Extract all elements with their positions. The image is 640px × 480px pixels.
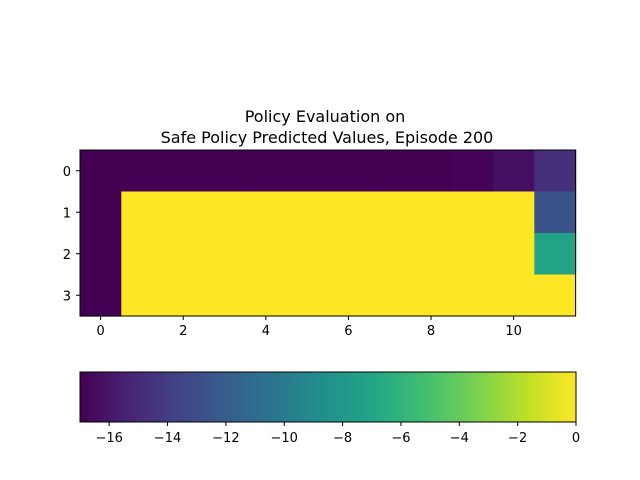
heatmap-cell-r2-c1 <box>121 233 164 276</box>
colorbar-tick-label: −4 <box>450 431 469 446</box>
heatmap-cell-r0-c6 <box>327 150 370 193</box>
heatmap-cell-r1-c8 <box>410 191 453 234</box>
heatmap-cell-r3-c11 <box>534 274 577 317</box>
heatmap-cell-r2-c10 <box>493 233 535 276</box>
heatmap-cell-r3-c0 <box>80 274 122 317</box>
heatmap-cell-r3-c1 <box>121 274 164 317</box>
colorbar-axis: −16 −14 −12 −10 −8 −6 −4 −2 0 <box>95 422 580 446</box>
heatmap-cell-r2-c4 <box>245 233 288 276</box>
x-tick-label: 8 <box>427 324 435 339</box>
heatmap-cell-r0-c10 <box>493 150 535 193</box>
heatmap-cell-r0-c8 <box>410 150 453 193</box>
colorbar-tick-label: −16 <box>95 431 122 446</box>
colorbar-tick-label: −14 <box>154 431 181 446</box>
chart-title-line-2: Safe Policy Predicted Values, Episode 20… <box>161 128 494 147</box>
y-tick-label: 2 <box>63 248 71 263</box>
colorbar-tick-label: −10 <box>271 431 298 446</box>
colorbar-tick-label: −2 <box>508 431 527 446</box>
heatmap-cell-r2-c11 <box>534 233 577 276</box>
heatmap-cell-r2-c8 <box>410 233 453 276</box>
heatmap-cells <box>80 150 577 317</box>
heatmap-cell-r0-c2 <box>162 150 205 193</box>
colorbar-tick-label: −8 <box>333 431 352 446</box>
heatmap-cell-r3-c8 <box>410 274 453 317</box>
heatmap-y-axis: 0 1 2 3 <box>63 165 80 304</box>
heatmap-cell-r0-c11 <box>534 150 577 193</box>
heatmap-cell-r1-c5 <box>286 191 329 234</box>
colorbar-tick-label: 0 <box>572 431 580 446</box>
heatmap-cell-r0-c7 <box>369 150 411 193</box>
x-tick-label: 4 <box>262 324 270 339</box>
heatmap-cell-r2-c2 <box>162 233 205 276</box>
heatmap-cell-r1-c9 <box>451 191 494 234</box>
heatmap-cell-r0-c9 <box>451 150 494 193</box>
heatmap-cell-r3-c4 <box>245 274 288 317</box>
heatmap-cell-r1-c6 <box>327 191 370 234</box>
colorbar-frame <box>79 371 577 423</box>
heatmap-cell-r3-c10 <box>493 274 535 317</box>
heatmap-cell-r3-c3 <box>203 274 246 317</box>
heatmap-cell-r3-c6 <box>327 274 370 317</box>
heatmap-cell-r3-c2 <box>162 274 205 317</box>
y-tick-label: 3 <box>63 289 71 304</box>
heatmap-cell-r3-c5 <box>286 274 329 317</box>
heatmap-cell-r1-c7 <box>369 191 411 234</box>
heatmap-cell-r3-c7 <box>369 274 411 317</box>
heatmap-cell-r0-c4 <box>245 150 288 193</box>
heatmap-cell-r1-c11 <box>534 191 577 234</box>
heatmap-cell-r2-c9 <box>451 233 494 276</box>
colorbar-tick-label: −6 <box>391 431 410 446</box>
heatmap-cell-r3-c9 <box>451 274 494 317</box>
y-tick-label: 0 <box>63 165 71 180</box>
x-tick-label: 0 <box>97 324 105 339</box>
x-tick-label: 10 <box>505 324 522 339</box>
heatmap-cell-r2-c3 <box>203 233 246 276</box>
heatmap-cell-r1-c3 <box>203 191 246 234</box>
y-tick-label: 1 <box>63 206 71 221</box>
heatmap-cell-r1-c2 <box>162 191 205 234</box>
x-tick-label: 2 <box>179 324 187 339</box>
x-tick-label: 6 <box>344 324 352 339</box>
heatmap-cell-r2-c0 <box>80 233 122 276</box>
heatmap-cell-r0-c0 <box>80 150 122 193</box>
heatmap-x-axis: 0 2 4 6 8 10 <box>97 316 522 339</box>
heatmap-cell-r0-c3 <box>203 150 246 193</box>
heatmap-frame <box>79 149 577 317</box>
colorbar-tick-label: −12 <box>212 431 239 446</box>
heatmap-cell-r2-c5 <box>286 233 329 276</box>
heatmap-cell-r1-c1 <box>121 191 164 234</box>
heatmap-cell-r2-c6 <box>327 233 370 276</box>
colorbar-gradient <box>80 372 576 422</box>
heatmap-cell-r0-c1 <box>121 150 164 193</box>
heatmap-cell-r1-c4 <box>245 191 288 234</box>
heatmap-cell-r0-c5 <box>286 150 329 193</box>
heatmap-cell-r1-c0 <box>80 191 122 234</box>
heatmap-cell-r2-c7 <box>369 233 411 276</box>
heatmap-cell-r1-c10 <box>493 191 535 234</box>
chart-title-line-1: Policy Evaluation on <box>245 107 406 126</box>
